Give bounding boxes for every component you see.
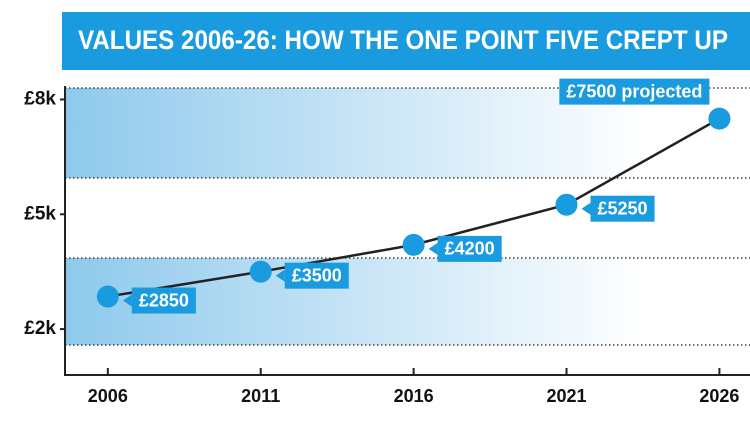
value-label-pointer [275, 269, 285, 282]
marker [249, 260, 272, 283]
marker [708, 107, 731, 130]
value-label-box [131, 287, 196, 314]
y-tick-label: £8k [24, 88, 56, 109]
marker [402, 233, 425, 256]
title-bar [62, 12, 750, 70]
x-tick-label: 2006 [88, 386, 128, 406]
y-tick-label: £5k [24, 203, 56, 224]
y-tick-label: £2k [24, 318, 56, 339]
value-label: £7500 projected [566, 81, 702, 101]
value-label: £3500 [292, 265, 342, 285]
x-tick-label: 2026 [699, 386, 739, 406]
value-label: £2850 [139, 290, 189, 310]
value-label: £4200 [445, 239, 495, 259]
value-label-box [590, 195, 655, 222]
value-label-pointer [428, 242, 438, 255]
value-label: £5250 [598, 198, 648, 218]
value-label-box [437, 235, 502, 262]
chart-title: VALUES 2006-26: HOW THE ONE POINT FIVE C… [78, 25, 728, 55]
value-label-pointer [122, 294, 132, 307]
marker [96, 285, 119, 308]
value-label-pointer [581, 202, 591, 215]
x-tick-label: 2011 [241, 386, 280, 406]
value-label-box [284, 262, 349, 289]
x-tick-label: 2021 [546, 386, 586, 406]
value-label-box [559, 78, 710, 105]
x-tick-label: 2016 [394, 386, 434, 406]
marker [555, 193, 578, 216]
